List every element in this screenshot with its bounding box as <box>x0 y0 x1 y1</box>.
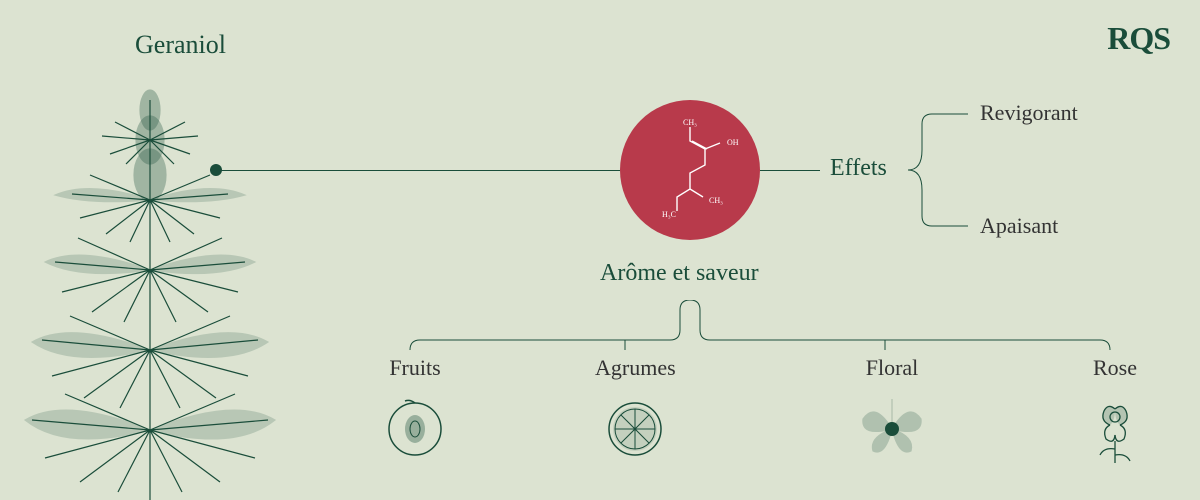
effect-item-1: Apaisant <box>980 213 1058 239</box>
aroma-bracket-icon <box>380 300 1140 350</box>
aroma-label: Arôme et saveur <box>600 260 759 287</box>
flower-icon <box>855 391 929 461</box>
page-title: Geraniol <box>135 30 226 60</box>
molecule-label-ch3-2: CH₃ <box>709 196 723 205</box>
effect-item-0: Revigorant <box>980 100 1078 126</box>
cannabis-plant-illustration <box>10 70 290 500</box>
aroma-item-agrumes: Agrumes <box>595 355 676 461</box>
molecule-label-oh: OH <box>727 138 739 147</box>
aroma-item-rose: Rose <box>1080 355 1150 465</box>
aroma-item-floral: Floral <box>855 355 929 461</box>
brand-logo: RQS <box>1107 20 1170 57</box>
aroma-item-label: Rose <box>1080 355 1150 381</box>
citrus-icon <box>595 391 676 461</box>
aroma-item-label: Agrumes <box>595 355 676 381</box>
aroma-item-fruits: Fruits <box>380 355 450 461</box>
peach-icon <box>380 391 450 461</box>
connector-line-plant-to-molecule <box>215 170 620 171</box>
aroma-item-label: Floral <box>855 355 929 381</box>
rose-icon <box>1080 391 1150 465</box>
effects-bracket-icon <box>908 110 968 230</box>
connector-line-molecule-to-effects <box>760 170 820 171</box>
molecule-circle: CH₃ OH H₃C CH₃ <box>620 100 760 240</box>
aroma-item-label: Fruits <box>380 355 450 381</box>
geraniol-molecule-icon: CH₃ OH H₃C CH₃ <box>635 115 745 225</box>
effects-label: Effets <box>830 155 887 182</box>
molecule-label-ch3: CH₃ <box>683 118 697 127</box>
molecule-label-h3c: H₃C <box>662 210 676 219</box>
